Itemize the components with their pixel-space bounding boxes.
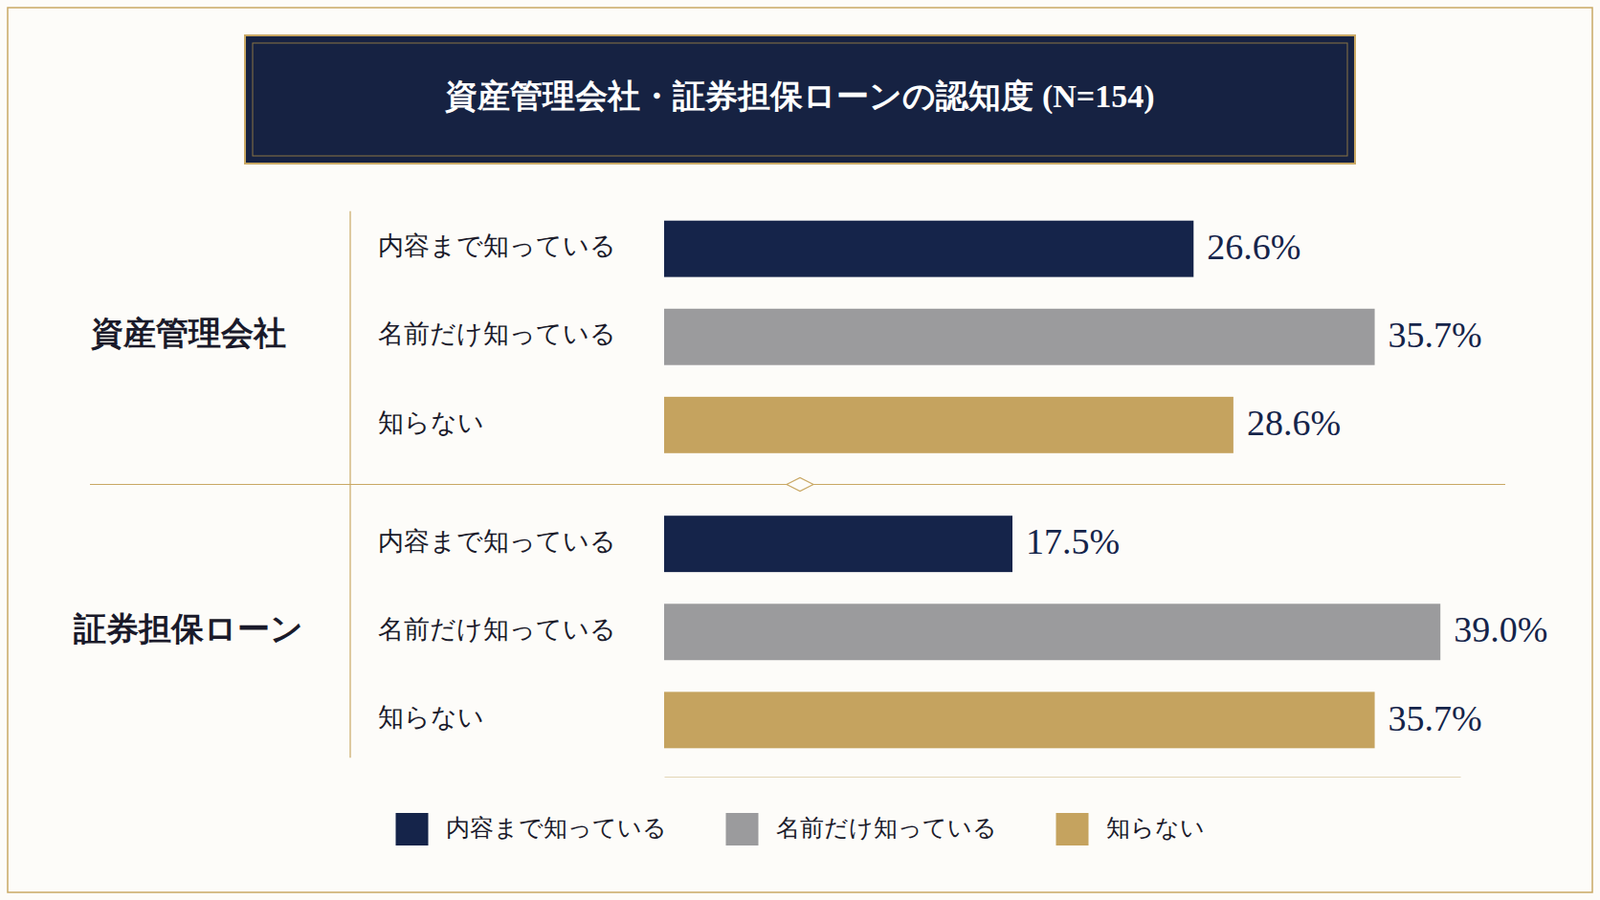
divider-ornament bbox=[786, 478, 814, 492]
group-label: 証券担保ローン bbox=[72, 611, 304, 647]
legend-swatch bbox=[726, 813, 759, 846]
frame bbox=[7, 7, 1593, 893]
banner-bg bbox=[244, 35, 1356, 164]
title: 資産管理会社・証券担保ローンの認知度 (N=154) bbox=[444, 78, 1155, 115]
legend: 内容まで知っている 名前だけ知っている 知らない bbox=[396, 813, 1205, 846]
row-label: 内容まで知っている bbox=[377, 231, 617, 261]
legend-swatch bbox=[396, 813, 429, 846]
row-label: 名前だけ知っている bbox=[377, 615, 617, 645]
bars bbox=[664, 221, 1441, 750]
x-axis bbox=[665, 777, 1462, 778]
data-label: 28.6% bbox=[1246, 402, 1341, 444]
bar bbox=[664, 309, 1376, 366]
row-label: 内容まで知っている bbox=[377, 527, 617, 556]
data-label: 35.7% bbox=[1388, 698, 1483, 739]
legend-label: 名前だけ知っている bbox=[776, 815, 998, 842]
legend-swatch bbox=[1056, 813, 1089, 846]
row-label: 知らない bbox=[377, 703, 485, 733]
bar bbox=[664, 221, 1194, 278]
bar bbox=[664, 691, 1376, 749]
labels: 資産管理会社内容まで知っている26.6%名前だけ知っている35.7%知らない28… bbox=[72, 226, 1548, 739]
x-axis-line bbox=[665, 777, 1462, 778]
legend-item: 知らない bbox=[1056, 813, 1205, 846]
bar bbox=[664, 603, 1441, 661]
row-label: 名前だけ知っている bbox=[377, 319, 617, 349]
chart: 資産管理会社・証券担保ローンの認知度 (N=154)資産管理会社内容まで知ってい… bbox=[0, 0, 1600, 900]
title-banner: 資産管理会社・証券担保ローンの認知度 (N=154) bbox=[244, 35, 1356, 164]
bar bbox=[664, 397, 1234, 454]
data-label: 35.7% bbox=[1388, 314, 1483, 356]
legend-label: 内容まで知っている bbox=[445, 815, 667, 842]
data-label: 17.5% bbox=[1025, 521, 1120, 562]
data-label: 26.6% bbox=[1206, 226, 1301, 267]
legend-item: 内容まで知っている bbox=[396, 813, 667, 846]
legend-item: 名前だけ知っている bbox=[726, 813, 998, 846]
banner-inner bbox=[252, 43, 1348, 156]
row-label: 知らない bbox=[377, 408, 485, 438]
data-label: 39.0% bbox=[1453, 609, 1548, 650]
group-label: 資産管理会社 bbox=[89, 315, 287, 352]
legend-label: 知らない bbox=[1106, 815, 1205, 842]
bar bbox=[664, 515, 1013, 573]
vertical-rule bbox=[349, 211, 351, 759]
